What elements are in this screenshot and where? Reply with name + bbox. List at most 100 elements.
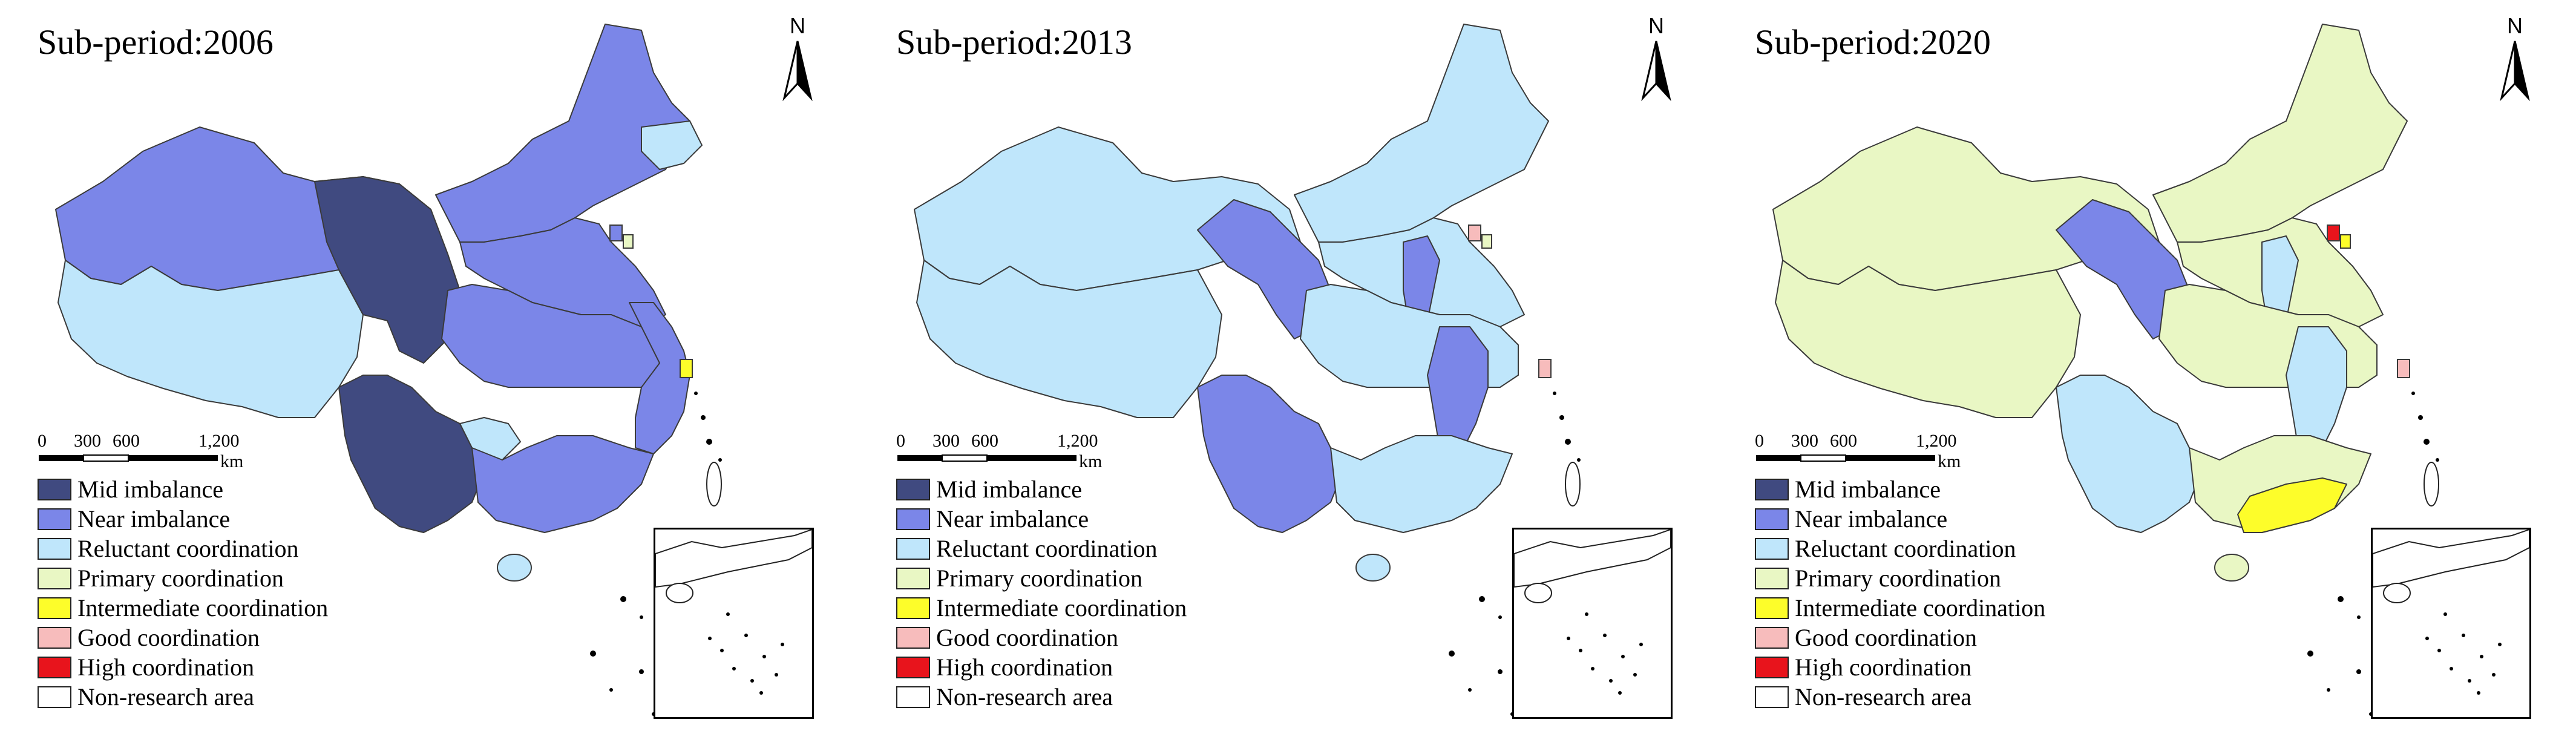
- legend-item: Reluctant coordination: [896, 534, 1187, 563]
- island-mark: [2468, 679, 2471, 683]
- island-mark: [750, 679, 754, 683]
- legend-swatch: [38, 597, 71, 619]
- legend-item: Intermediate coordination: [1755, 593, 2045, 623]
- island-mark: [2498, 643, 2502, 646]
- island-mark: [781, 643, 784, 646]
- scale-tick-label: 300: [1791, 431, 1818, 451]
- legend-label: High coordination: [936, 654, 1113, 681]
- legend: Mid imbalance Near imbalance Reluctant coo…: [38, 474, 328, 712]
- legend-item: Mid imbalance: [38, 474, 328, 504]
- island-mark: [775, 673, 778, 677]
- south-china-sea-inset: [2371, 528, 2531, 719]
- legend-item: Non-research area: [38, 682, 328, 712]
- legend-swatch: [1755, 537, 1789, 560]
- china-map: [55, 24, 753, 716]
- island-mark: [1553, 392, 1556, 395]
- legend-item: Intermediate coordination: [896, 593, 1187, 623]
- legend-item: Reluctant coordination: [1755, 534, 2045, 563]
- legend-swatch: [1755, 626, 1789, 649]
- scale-bar: 0 300 600 1,200 km: [896, 431, 1175, 473]
- legend-label: Intermediate coordination: [77, 594, 329, 621]
- north-arrow-label: N: [1648, 13, 1664, 38]
- china-map: [1772, 24, 2470, 716]
- legend-item: Primary coordination: [896, 563, 1187, 593]
- legend-item: Near imbalance: [1755, 504, 2045, 534]
- scale-tick-label: 300: [932, 431, 960, 451]
- scale-bar: 0 300 600 1,200 km: [38, 431, 316, 473]
- island-mark: [590, 651, 596, 657]
- legend-label: Non-research area: [77, 683, 255, 710]
- legend-swatch: [38, 478, 71, 500]
- legend-label: Non-research area: [1795, 683, 1972, 710]
- island-mark: [1621, 655, 1625, 658]
- island-mark: [2425, 637, 2429, 640]
- legend-swatch: [1755, 478, 1789, 500]
- region-tibet-highland: [314, 176, 460, 364]
- legend-label: Intermediate coordination: [936, 594, 1187, 621]
- legend-label: Mid imbalance: [77, 476, 224, 503]
- inset-map: [1514, 529, 1671, 695]
- island-mark: [2327, 688, 2330, 692]
- map-panel: Sub-period:2020 N 0 300 600 1,200 km Mid imbala…: [1717, 0, 2576, 754]
- region-northeast: [1294, 24, 1549, 243]
- island-mark: [706, 439, 712, 445]
- legend-swatch: [38, 656, 71, 678]
- island-mark: [718, 458, 722, 462]
- region-beijing: [2327, 225, 2340, 241]
- legend-item: Primary coordination: [1755, 563, 2045, 593]
- legend-label: Primary coordination: [936, 565, 1143, 592]
- scale-tick-label: 300: [74, 431, 101, 451]
- island-mark: [2477, 691, 2480, 695]
- island-mark: [1468, 688, 1472, 692]
- island-mark: [2492, 673, 2496, 677]
- legend-swatch: [1755, 656, 1789, 678]
- legend-item: High coordination: [38, 652, 328, 682]
- legend-item: Near imbalance: [896, 504, 1187, 534]
- south-china-sea-inset: [654, 528, 814, 719]
- north-arrow-label: N: [2507, 13, 2523, 38]
- island-mark: [1603, 634, 1607, 637]
- legend-label: Near imbalance: [77, 505, 231, 533]
- island-mark: [1585, 612, 1588, 616]
- legend-swatch: [896, 626, 930, 649]
- legend-swatch: [38, 537, 71, 560]
- legend-label: Non-research area: [936, 683, 1113, 710]
- south-china-sea-inset: [1512, 528, 1673, 719]
- legend-swatch: [38, 567, 71, 589]
- legend-swatch: [896, 537, 930, 560]
- island-mark: [609, 688, 613, 692]
- region-shanghai: [2397, 359, 2410, 378]
- region-southwest: [1197, 375, 1343, 533]
- island-mark: [732, 667, 736, 670]
- legend-swatch: [896, 567, 930, 589]
- legend-item: Good coordination: [896, 623, 1187, 652]
- scale-bar-graphic: [39, 454, 218, 462]
- region-shanxi: [1403, 235, 1440, 327]
- scale-bar-graphic: [1756, 454, 1935, 462]
- north-arrow: N: [773, 13, 822, 104]
- scale-tick-label: 1,200: [1057, 431, 1098, 451]
- inset-map: [655, 529, 812, 695]
- legend-item: High coordination: [896, 652, 1187, 682]
- island-mark: [726, 612, 730, 616]
- island-mark: [1498, 615, 1502, 619]
- island-mark: [2356, 669, 2361, 674]
- scale-unit-label: km: [1938, 451, 1961, 471]
- region-hainan: [497, 554, 532, 582]
- island-mark: [1609, 679, 1613, 683]
- island-mark: [1633, 673, 1637, 677]
- island-mark: [1591, 667, 1594, 670]
- region-northeast: [2152, 24, 2408, 243]
- legend-item: Good coordination: [38, 623, 328, 652]
- legend-label: Good coordination: [936, 624, 1119, 651]
- legend-item: Near imbalance: [38, 504, 328, 534]
- north-arrow: N: [2491, 13, 2539, 104]
- region-taiwan: [2424, 462, 2439, 506]
- island-mark: [1618, 691, 1622, 695]
- scale-tick-label: 0: [896, 431, 905, 451]
- legend-label: High coordination: [77, 654, 255, 681]
- legend-label: Intermediate coordination: [1795, 594, 2046, 621]
- panel-title: Sub-period:2020: [1755, 22, 1991, 62]
- legend-label: High coordination: [1795, 654, 1972, 681]
